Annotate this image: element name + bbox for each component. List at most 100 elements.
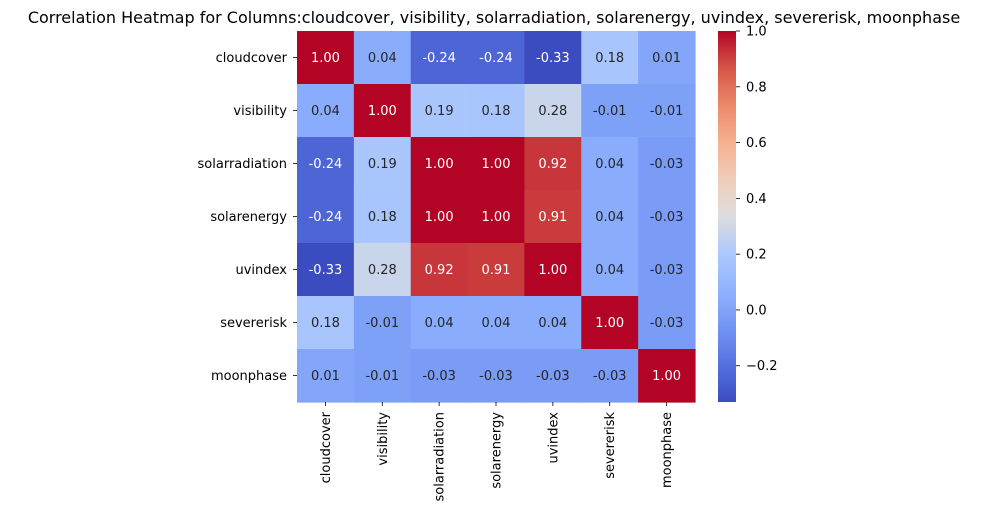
heatmap-cell <box>581 190 639 244</box>
heatmap-cell <box>524 190 582 244</box>
heatmap-cell <box>410 137 469 191</box>
heatmap-cell <box>297 31 355 85</box>
heatmap-cell <box>353 31 412 85</box>
colorbar-tick-label: 0.2 <box>746 248 767 263</box>
heatmap-cell <box>638 84 696 138</box>
cell-value-label: -0.33 <box>309 263 343 278</box>
heatmap-cell <box>410 296 469 350</box>
cell-value-label: -0.24 <box>479 51 513 66</box>
heatmap-cell <box>410 349 469 403</box>
cell-value-label: 0.18 <box>368 210 397 225</box>
cell-value-labels: 1.00 0.04 -0.24 -0.24 -0.33 0.18 0.01 0.04 1.00 0… <box>309 51 684 384</box>
heatmap-cell <box>410 190 469 244</box>
x-axis: cloudcover visibility solarradiation solare… <box>319 402 675 501</box>
cell-value-label: 0.01 <box>311 369 340 384</box>
cell-value-label: -0.01 <box>365 369 399 384</box>
heatmap-cell <box>467 84 526 138</box>
y-tick-label: solarradiation <box>198 157 287 172</box>
heatmap-cell <box>353 243 412 297</box>
cell-value-label: 1.00 <box>368 104 397 119</box>
x-tick-label: severerisk <box>603 412 618 479</box>
heatmap-cells <box>297 31 696 403</box>
heatmap-cell <box>638 243 696 297</box>
cell-value-label: 0.04 <box>482 316 511 331</box>
cell-value-label: 0.04 <box>311 104 340 119</box>
heatmap-cell <box>467 190 526 244</box>
heatmap-cell <box>297 243 355 297</box>
heatmap-cell <box>467 296 526 350</box>
heatmap-cell <box>297 84 355 138</box>
x-tick-label: cloudcover <box>319 411 334 483</box>
colorbar-tick-label: 0.4 <box>746 192 767 207</box>
cell-value-label: 0.19 <box>368 157 397 172</box>
heatmap-cell <box>524 84 582 138</box>
cell-value-label: 0.04 <box>595 157 624 172</box>
heatmap-cell <box>524 243 582 297</box>
heatmap-cell <box>353 190 412 244</box>
heatmap-cell <box>410 31 469 85</box>
heatmap-cell <box>410 84 469 138</box>
cell-value-label: 1.00 <box>482 157 511 172</box>
cell-value-label: 0.01 <box>652 51 681 66</box>
colorbar-tick-label: 0.6 <box>746 136 767 151</box>
colorbar-tick-label: −0.2 <box>746 359 778 374</box>
heatmap-cell <box>467 243 526 297</box>
x-tick-label: uvindex <box>546 412 561 464</box>
cell-value-label: -0.03 <box>650 263 684 278</box>
cell-value-label: -0.01 <box>650 104 684 119</box>
cell-value-label: 0.18 <box>311 316 340 331</box>
y-tick-label: severerisk <box>220 316 287 331</box>
heatmap-cell <box>297 349 355 403</box>
heatmap-cell <box>581 84 639 138</box>
x-tick-label: visibility <box>376 412 391 466</box>
colorbar-tick-label: 0.0 <box>746 303 767 318</box>
cell-value-label: 0.04 <box>368 51 397 66</box>
heatmap-cell <box>297 296 355 350</box>
x-tick-label: moonphase <box>660 412 675 488</box>
cell-value-label: 0.04 <box>595 263 624 278</box>
cell-value-label: -0.03 <box>650 316 684 331</box>
colorbar-tick-label: 1.0 <box>746 25 767 40</box>
cell-value-label: -0.03 <box>593 369 627 384</box>
cell-value-label: -0.03 <box>536 369 570 384</box>
heatmap-cell <box>353 296 412 350</box>
x-tick-label: solarenergy <box>490 412 505 489</box>
cell-value-label: 1.00 <box>652 369 681 384</box>
cell-value-label: 0.28 <box>538 104 567 119</box>
cell-value-label: 1.00 <box>311 51 340 66</box>
cell-value-label: -0.01 <box>365 316 399 331</box>
heatmap-cell <box>638 137 696 191</box>
heatmap-cell <box>524 349 582 403</box>
cell-value-label: -0.24 <box>309 210 343 225</box>
heatmap-cell <box>581 31 639 85</box>
cell-value-label: -0.24 <box>422 51 456 66</box>
cell-value-label: 1.00 <box>595 316 624 331</box>
heatmap-cell <box>467 137 526 191</box>
cell-value-label: -0.03 <box>650 210 684 225</box>
heatmap-cell <box>581 296 639 350</box>
y-axis: cloudcover visibility solarradiation solare… <box>198 51 297 384</box>
heatmap-cell <box>353 137 412 191</box>
chart-title: Correlation Heatmap for Columns:cloudcov… <box>28 8 960 27</box>
cell-value-label: -0.33 <box>536 51 570 66</box>
heatmap-cell <box>467 31 526 85</box>
colorbar-gradient <box>718 31 736 402</box>
heatmap-cell <box>638 296 696 350</box>
cell-value-label: 0.04 <box>425 316 454 331</box>
cell-value-label: -0.24 <box>309 157 343 172</box>
cell-value-label: 1.00 <box>482 210 511 225</box>
heatmap-cell <box>410 243 469 297</box>
y-tick-label: moonphase <box>211 369 287 384</box>
cell-value-label: -0.03 <box>479 369 513 384</box>
heatmap-cell <box>297 137 355 191</box>
heatmap-cell <box>524 137 582 191</box>
cell-value-label: -0.03 <box>422 369 456 384</box>
colorbar: −0.2 0.0 0.2 0.4 0.6 0.8 1.0 <box>718 25 778 402</box>
cell-value-label: -0.03 <box>650 157 684 172</box>
heatmap-cell <box>524 31 582 85</box>
y-tick-label: solarenergy <box>210 210 287 225</box>
y-tick-label: visibility <box>233 104 287 119</box>
cell-value-label: 1.00 <box>425 210 454 225</box>
cell-value-label: 0.04 <box>538 316 567 331</box>
